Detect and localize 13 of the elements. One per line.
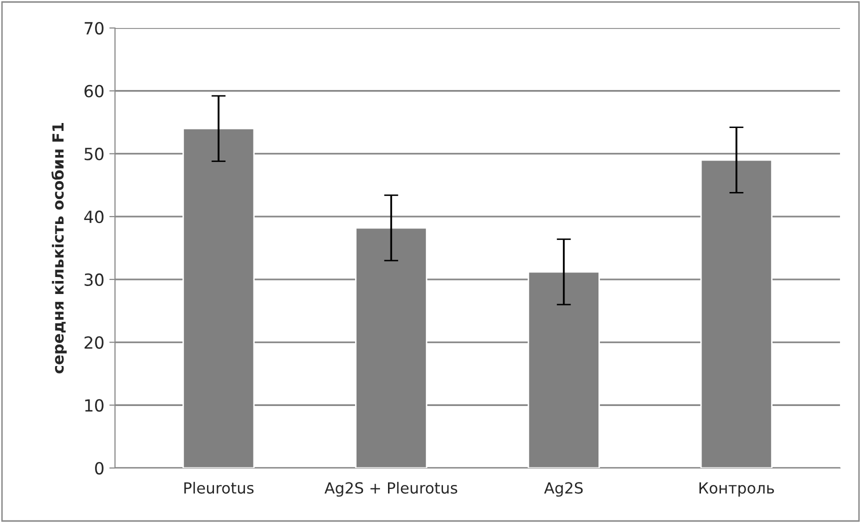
x-tick-label: Ag2S (544, 482, 583, 497)
y-tick-label: 10 (85, 399, 104, 412)
y-tick-label: 30 (84, 273, 104, 286)
y-tick-label: 70 (84, 22, 104, 35)
y-axis-title: середня кількість особин F1 (51, 123, 67, 374)
y-tick-label: 50 (84, 148, 104, 160)
y-tick-label: 20 (84, 336, 104, 349)
y-tick-label: 60 (84, 84, 104, 98)
y-tick-label: 0 (95, 462, 104, 475)
x-tick-label: Контроль (699, 482, 774, 497)
y-tick-label: 40 (84, 210, 104, 224)
x-tick-label: Pleurotus (184, 482, 254, 494)
x-tick-label: Ag2S + Pleurotus (324, 482, 458, 497)
